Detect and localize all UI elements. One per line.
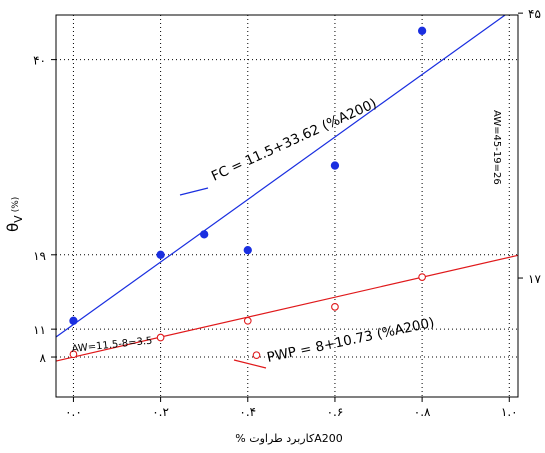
- x-tick-label: ۰.۸: [414, 405, 431, 419]
- fc-fit-line: [55, 14, 506, 338]
- pwp-point: [69, 350, 78, 359]
- y-axis-unit: (%): [11, 197, 21, 213]
- x-tick-label: ۰.۲: [152, 405, 169, 419]
- fit-lines: [55, 14, 519, 362]
- y-axis-symbol: θ: [4, 223, 22, 232]
- y-tick-label-left: ۱۹: [33, 249, 46, 263]
- y-axis-subscript: V: [12, 215, 25, 223]
- pwp-equation: PWP = 8+10.73 (%A200): [266, 315, 436, 366]
- y-tick-label-right: ۴۵: [528, 7, 541, 21]
- fc-point: [156, 250, 165, 259]
- ticks: ۰.۰ ۰.۲ ۰.۴ ۰.۶ ۰.۸ ۱.۰ ۸ ۱۱ ۱۹ ۴۰ ۱۷ ۴۵: [33, 7, 541, 419]
- pwp-point: [243, 316, 252, 325]
- aw-left-annotation: AW=11.5-8=3.5: [71, 336, 153, 355]
- y-tick-label-left: ۴۰: [33, 54, 46, 68]
- y-tick-label-left: ۸: [40, 351, 47, 365]
- fc-point: [330, 161, 340, 170]
- points: [69, 26, 427, 360]
- equation-markers: [179, 187, 267, 369]
- pwp-point: [418, 273, 426, 281]
- fc-point: [200, 230, 209, 239]
- x-tick-label: ۱.۰: [501, 405, 518, 419]
- aw-right-annotation: AW=45-19=26: [491, 110, 502, 185]
- fc-point: [243, 245, 252, 255]
- pwp-point: [331, 302, 339, 311]
- y-tick-label-left: ۱۱: [33, 323, 46, 337]
- y-axis-label: θV (%): [4, 197, 25, 232]
- grid: [56, 15, 518, 397]
- pwp-point: [156, 333, 165, 342]
- pwp-legend-line: [233, 359, 267, 369]
- x-axis-label: % کاربرد طراوتA200: [235, 432, 342, 445]
- x-tick-label: ۰.۴: [239, 405, 256, 419]
- y-tick-label-right: ۱۷: [528, 272, 541, 286]
- fc-point: [69, 316, 78, 325]
- x-tick-label: ۰.۶: [327, 405, 344, 419]
- fc-point: [417, 26, 427, 35]
- pwp-point: [252, 351, 261, 360]
- plot-frame: [55, 14, 519, 398]
- fc-equation: FC = 11.5+33.62 (%A200): [209, 96, 379, 185]
- pwp-fit-line: [55, 254, 519, 362]
- x-tick-label: ۰.۰: [65, 405, 82, 419]
- fc-legend-line: [179, 187, 209, 196]
